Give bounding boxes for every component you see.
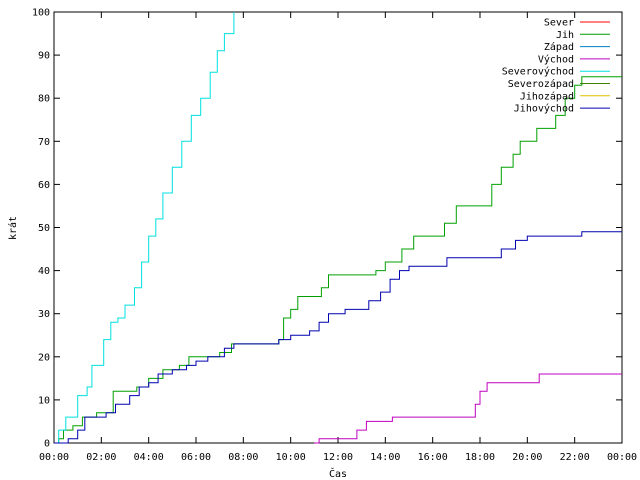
- x-tick-label: 10:00: [276, 452, 306, 463]
- legend-label: Jih: [556, 30, 574, 41]
- x-tick-label: 20:00: [512, 452, 542, 463]
- y-tick-label: 40: [38, 266, 50, 277]
- series-lines: [54, 12, 622, 444]
- x-tick-label: 22:00: [560, 452, 590, 463]
- series-line: [54, 12, 235, 444]
- x-tick-label: 00:00: [607, 452, 637, 463]
- x-tick-label: 12:00: [323, 452, 353, 463]
- y-axis-label: krát: [7, 216, 19, 240]
- y-tick-label: 90: [38, 51, 50, 62]
- legend-label: Severovýchod: [502, 66, 574, 78]
- y-tick-label: 0: [44, 439, 50, 450]
- series-line: [54, 76, 622, 444]
- series-line: [54, 231, 622, 444]
- y-tick-label: 50: [38, 223, 50, 234]
- y-tick-label: 10: [38, 395, 50, 406]
- x-tick-label: 14:00: [370, 452, 400, 463]
- y-tick-label: 70: [38, 137, 50, 148]
- legend-label: Severozápad: [508, 78, 574, 90]
- legend: SeverJihZápadVýchodSeverovýchodSeverozáp…: [502, 18, 610, 115]
- series-line: [314, 373, 622, 444]
- legend-label: Sever: [544, 18, 574, 29]
- x-axis-label: Čas: [329, 467, 347, 480]
- y-tick-label: 60: [38, 180, 50, 191]
- legend-label: Jihozápad: [520, 90, 574, 102]
- y-tick-label: 100: [32, 8, 50, 19]
- x-tick-label: 00:00: [39, 452, 69, 463]
- x-tick-label: 02:00: [86, 452, 116, 463]
- legend-label: Západ: [544, 41, 574, 53]
- y-tick-label: 30: [38, 309, 50, 320]
- legend-label: Východ: [538, 53, 574, 65]
- legend-label: Jihovýchod: [514, 103, 574, 115]
- ticks: 00:00 02:00 04:00 06:00 08:00 10:00 12:00 14:00…: [32, 8, 637, 464]
- y-tick-label: 80: [38, 94, 50, 105]
- x-tick-label: 08:00: [228, 452, 258, 463]
- y-tick-label: 20: [38, 352, 50, 363]
- x-tick-label: 06:00: [181, 452, 211, 463]
- x-tick-label: 04:00: [134, 452, 164, 463]
- x-tick-label: 16:00: [418, 452, 448, 463]
- x-tick-label: 18:00: [465, 452, 495, 463]
